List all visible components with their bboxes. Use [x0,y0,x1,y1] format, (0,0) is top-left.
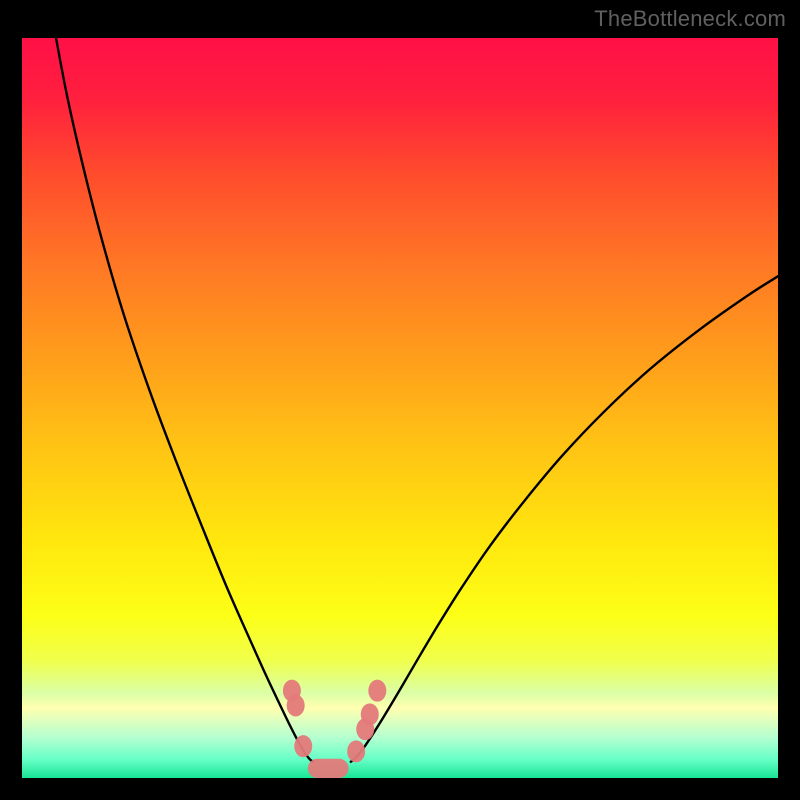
chart-frame: TheBottleneck.com [0,0,800,800]
valley-marker-right-2 [361,703,379,725]
valley-marker-left-2 [294,735,312,757]
valley-marker-right-0 [347,740,365,762]
bottleneck-chart-svg [0,0,800,800]
valley-bar [308,759,349,778]
plot-background [22,38,778,778]
valley-marker-left-1 [287,694,305,716]
valley-marker-right-3 [368,680,386,702]
